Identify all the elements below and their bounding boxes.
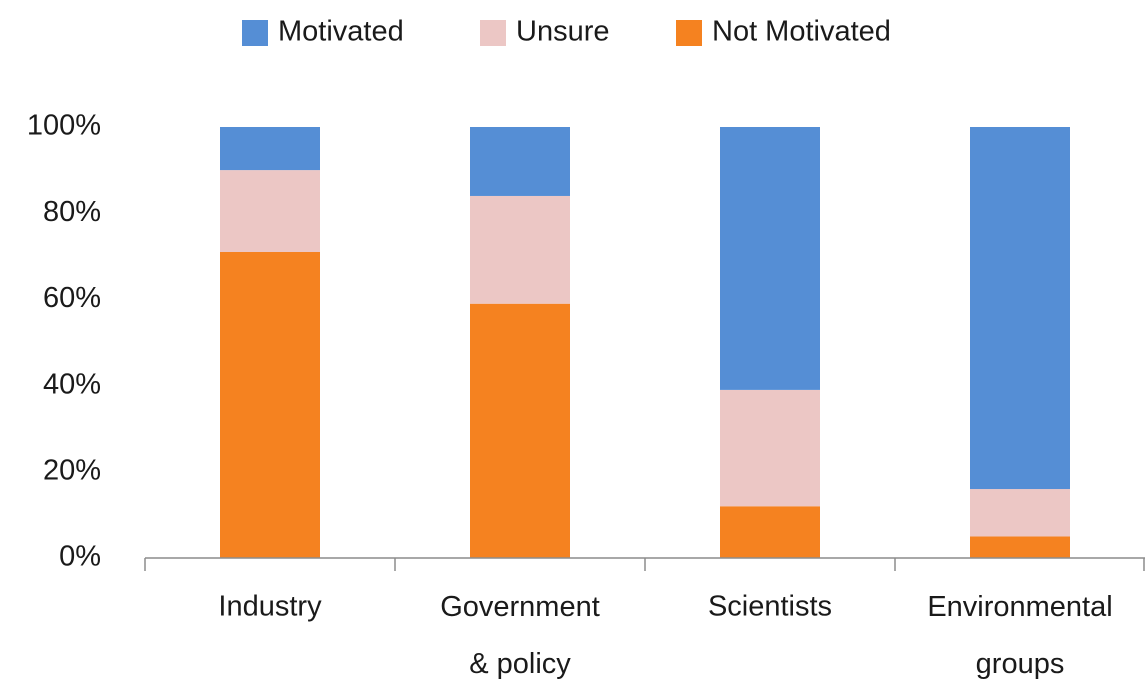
- bar-segment: [970, 489, 1070, 537]
- legend-label: Motivated: [278, 16, 404, 48]
- x-tick-label: Government & policy: [440, 591, 600, 680]
- bar-segment: [220, 251, 320, 559]
- y-tick-label: 60%: [43, 282, 101, 314]
- y-tick-label: 20%: [43, 454, 101, 486]
- legend-label: Not Motivated: [712, 16, 891, 48]
- legend-swatch: [242, 20, 268, 46]
- y-tick-label: 100%: [27, 110, 101, 142]
- x-tick-label: Scientists: [708, 591, 832, 623]
- x-tick-label-line: Environmental: [927, 591, 1112, 623]
- legend-swatch: [676, 20, 702, 46]
- bar-segment: [720, 127, 820, 390]
- y-tick-label: 0%: [59, 541, 101, 573]
- bar-segment: [970, 127, 1070, 490]
- bar-segment: [720, 389, 820, 507]
- legend-swatch: [480, 20, 506, 46]
- bar-segment: [220, 170, 320, 252]
- bar-segment: [470, 195, 570, 304]
- bar-segment: [470, 127, 570, 196]
- x-tick-label: Environmental groups: [927, 591, 1112, 680]
- bar-segment: [220, 127, 320, 171]
- bar-segment: [470, 303, 570, 558]
- y-tick-label: 40%: [43, 368, 101, 400]
- y-tick-label: 80%: [43, 196, 101, 228]
- x-tick-label: Industry: [218, 591, 322, 623]
- bar-segment: [970, 536, 1070, 558]
- x-tick-label-line: & policy: [469, 648, 571, 680]
- legend-label: Unsure: [516, 16, 610, 48]
- x-tick-label-line: Government: [440, 591, 600, 623]
- x-tick-label-line: groups: [976, 648, 1065, 680]
- bar-segment: [720, 506, 820, 558]
